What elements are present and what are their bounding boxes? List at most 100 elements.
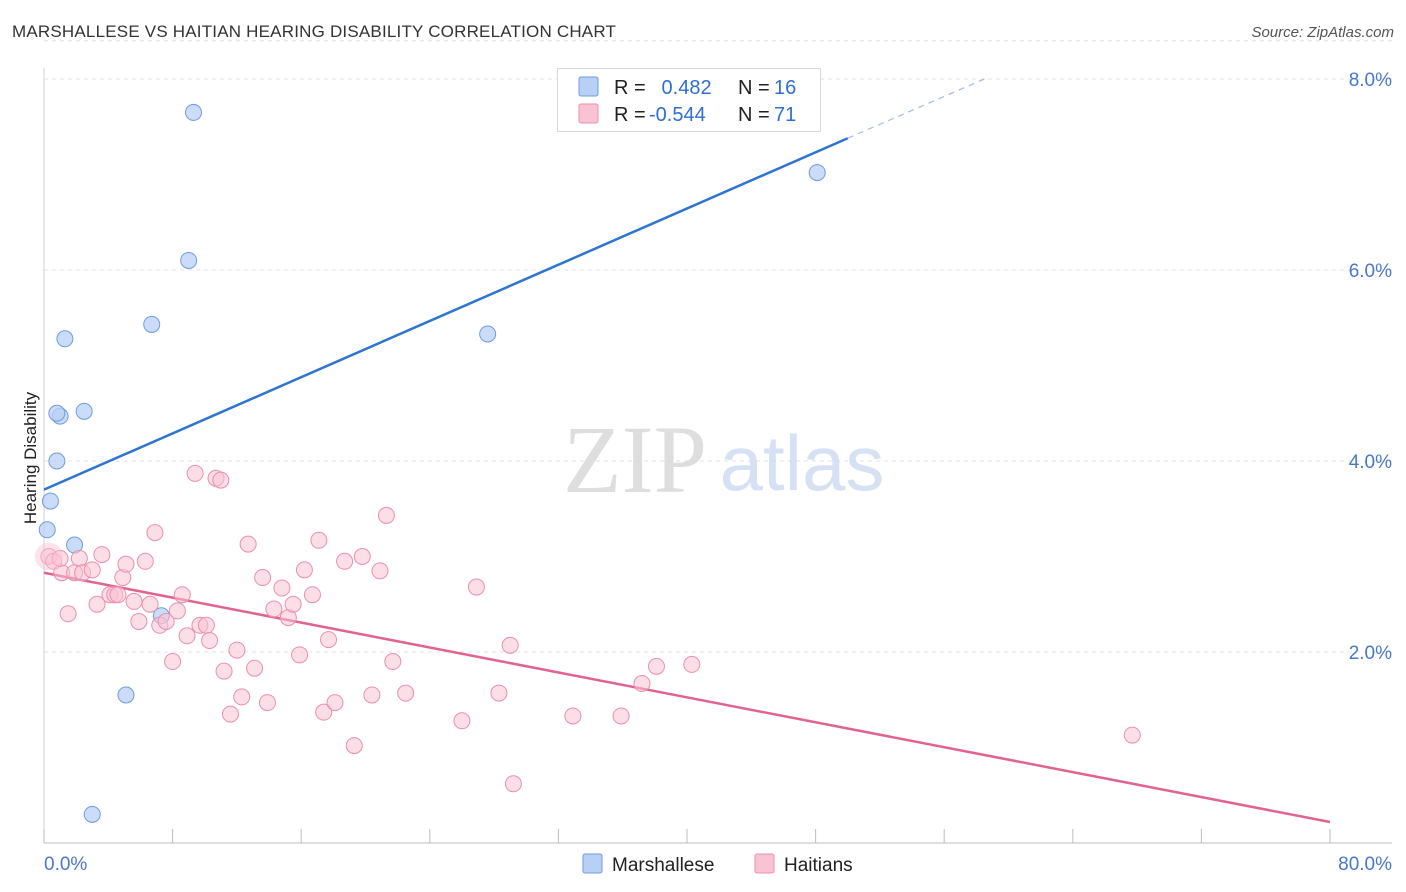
bottom-legend-label-marshallese: Marshallese [612, 855, 714, 876]
point-haitians [683, 655, 701, 673]
point-marshallese [808, 164, 826, 182]
correlation-legend: R = 0.482 N = 16 R = -0.544 N = 71 [557, 68, 821, 132]
legend-n-label-2: N = [738, 104, 770, 126]
y-tick-label: 6.0% [1349, 261, 1392, 282]
gridlines [44, 40, 1392, 653]
point-haitians [310, 531, 328, 549]
point-haitians-cluster [34, 542, 63, 571]
point-haitians [265, 600, 283, 618]
point-haitians [93, 546, 111, 564]
point-marshallese [184, 103, 202, 121]
y-axis-label: Hearing Disability [21, 391, 40, 524]
point-haitians [146, 524, 164, 542]
legend-n-value-1: 16 [774, 77, 796, 99]
point-haitians [320, 631, 338, 649]
point-haitians [178, 627, 196, 645]
legend-swatch-haitians [578, 103, 599, 124]
point-haitians [504, 775, 522, 793]
trend-line-marshallese [43, 137, 849, 491]
point-haitians [353, 548, 371, 565]
point-haitians [295, 561, 313, 579]
legend-r-value-2: -0.544 [649, 104, 706, 126]
point-haitians [59, 605, 77, 623]
point-haitians [564, 707, 582, 725]
point-haitians [284, 595, 302, 613]
point-haitians [501, 636, 519, 654]
point-haitians [363, 686, 381, 704]
point-haitians [397, 684, 415, 702]
trend-lines [43, 78, 1331, 824]
legend-r-label-2: R = [614, 104, 646, 126]
point-haitians [345, 737, 363, 755]
legend-r-label-1: R = [614, 77, 646, 99]
legend-svg: R = 0.482 N = 16 R = -0.544 N = 71 [578, 76, 796, 126]
point-haitians [647, 657, 665, 675]
point-haitians [70, 549, 88, 567]
point-haitians [453, 712, 471, 730]
point-haitians [168, 602, 186, 620]
point-marshallese [117, 686, 135, 704]
point-haitians [215, 662, 233, 680]
bottom-legend: Marshallese Haitians [582, 853, 853, 876]
point-haitians [51, 549, 69, 567]
chart-source: Source: ZipAtlas.com [1251, 24, 1394, 41]
legend-n-label-1: N = [738, 77, 770, 99]
point-haitians [384, 653, 402, 671]
point-haitians [136, 552, 154, 570]
point-marshallese [143, 315, 161, 333]
bottom-legend-label-haitians: Haitians [784, 855, 853, 876]
point-marshallese [75, 402, 93, 420]
point-haitians [326, 694, 344, 712]
point-haitians [197, 616, 215, 634]
point-haitians [612, 707, 630, 725]
point-haitians [303, 586, 321, 604]
legend-r-value-1: 0.482 [656, 77, 712, 99]
point-haitians [633, 675, 651, 693]
chart-title: MARSHALLESE VS HAITIAN HEARING DISABILIT… [12, 22, 617, 41]
point-haitians [467, 578, 485, 596]
data-points [34, 103, 1141, 823]
point-haitians [1123, 726, 1141, 744]
point-haitians [273, 579, 291, 597]
point-haitians [83, 561, 101, 579]
point-marshallese [41, 492, 59, 510]
trend-extension-marshallese [847, 78, 985, 139]
point-haitians [239, 535, 257, 553]
point-haitians [117, 555, 135, 573]
point-haitians [157, 612, 175, 630]
tick-labels: 2.0% 4.0% 6.0% 8.0% 0.0% 80.0% [44, 70, 1392, 875]
point-haitians [233, 688, 251, 706]
point-marshallese [479, 325, 497, 343]
point-haitians [88, 595, 106, 613]
point-haitians [109, 586, 127, 604]
point-haitians [130, 612, 148, 630]
point-haitians [291, 646, 309, 664]
x-tick-label-max: 80.0% [1338, 854, 1392, 875]
point-marshallese [83, 805, 101, 823]
axes [43, 68, 1392, 844]
legend-n-value-2: 71 [774, 104, 796, 126]
point-haitians [377, 506, 395, 524]
legend-swatch-marshallese [578, 76, 599, 97]
point-haitians [258, 694, 276, 712]
point-marshallese [38, 521, 56, 539]
trend-line-haitians [43, 571, 1331, 824]
point-marshallese [48, 452, 66, 470]
point-haitians [315, 703, 333, 721]
point-haitians [371, 562, 389, 580]
bottom-legend-swatch-marshallese [582, 853, 603, 874]
y-tick-label: 4.0% [1349, 452, 1392, 473]
watermark-atlas: atlas [720, 419, 885, 507]
point-haitians [125, 592, 143, 610]
point-haitians [221, 705, 239, 723]
point-haitians [490, 684, 508, 702]
point-haitians [141, 595, 159, 613]
point-haitians [228, 641, 246, 659]
point-marshallese [56, 330, 74, 348]
bottom-legend-swatch-haitians [754, 853, 775, 874]
point-haitians [246, 659, 264, 677]
point-haitians [201, 632, 219, 650]
point-marshallese [180, 251, 198, 269]
point-haitians [164, 653, 182, 671]
